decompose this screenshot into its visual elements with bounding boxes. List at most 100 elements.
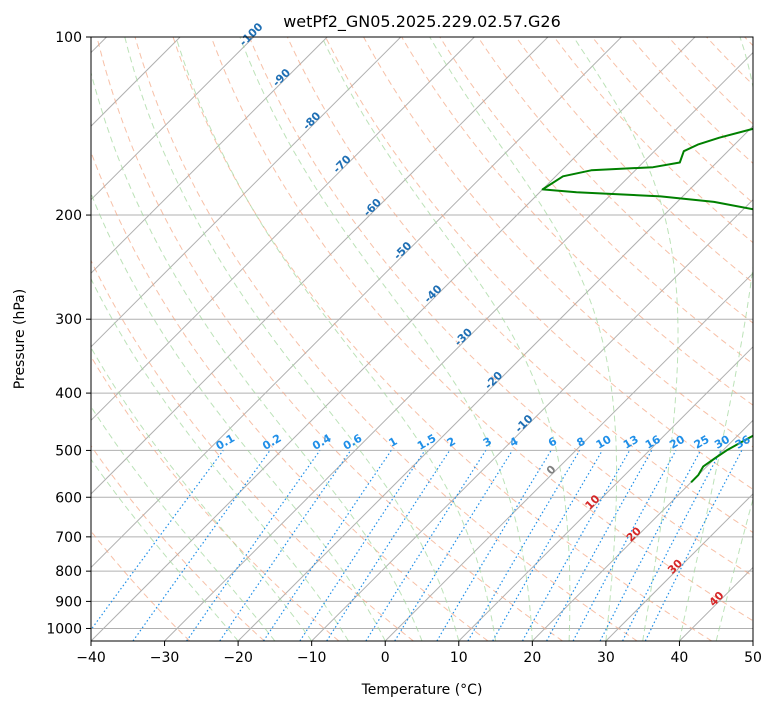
- mixing-ratio-label: 0.6: [341, 432, 365, 453]
- chart-grid: [91, 37, 753, 641]
- x-axis: −40 −30 −20 −10 0 10 20 30 40 50: [76, 641, 762, 666]
- dry-adiabat-line: [172, 37, 713, 641]
- mixing-ratio-label: 13: [621, 433, 641, 452]
- moist-adiabat-line: [124, 37, 460, 641]
- mixing-ratio-line: [299, 450, 426, 641]
- y-tick-label: 300: [55, 312, 82, 328]
- y-tick-label: 800: [55, 564, 82, 580]
- mixing-ratio-label: 10: [594, 433, 614, 452]
- chart-series-layer: [541, 37, 775, 484]
- dry-adiabat-line: [706, 37, 753, 86]
- mixing-ratio-label: 2: [445, 435, 458, 450]
- isotherm-line: [91, 37, 475, 422]
- isotherm-line: [91, 37, 549, 495]
- dry-adiabat-line: [91, 530, 191, 641]
- y-axis-label: Pressure (hPa): [12, 289, 28, 389]
- x-tick-label: −40: [76, 650, 106, 666]
- y-tick-label: 700: [55, 530, 82, 546]
- dry-adiabat-label: 30: [665, 556, 685, 576]
- moist-adiabat-label: -90: [270, 66, 293, 89]
- mixing-ratio-line: [91, 450, 224, 631]
- moist-adiabat-line: [91, 277, 349, 641]
- dry-adiabat-line: [553, 37, 753, 244]
- mixing-ratio-label: 1.5: [415, 432, 438, 453]
- plot-frame: [90, 36, 754, 642]
- mixing-ratio-label: 20: [667, 433, 687, 452]
- x-tick-label: 0: [381, 650, 390, 666]
- y-tick-label: 200: [55, 208, 82, 224]
- isotherm-line: [458, 346, 753, 641]
- moist-adiabat-line: [239, 37, 533, 641]
- moist-adiabat-line: [91, 192, 386, 641]
- dry-adiabat-line: [325, 37, 753, 490]
- moist-adiabat-line: [91, 346, 313, 641]
- isotherm-line: [237, 125, 753, 641]
- mixing-ratio-line: [521, 450, 631, 641]
- mixing-ratio-line: [262, 450, 392, 641]
- isotherm-line: [91, 37, 255, 201]
- dry-adiabat-line: [248, 37, 753, 577]
- moist-adiabat-line: [321, 37, 571, 641]
- mixing-ratio-line: [436, 450, 552, 641]
- isotherm-line: [91, 37, 622, 569]
- y-axis: 1000 900 800 700 600 500 400 300 200 100: [46, 30, 91, 637]
- mixing-ratio-label: 0.1: [214, 432, 237, 453]
- moist-adiabat-line: [573, 37, 679, 641]
- isotherm-line: [531, 419, 753, 641]
- reference-line-labels: 0.1 0.2 0.4 0.6 1 1.5 2 3 4 6 8 10 13 16 20 25 30 36-100-…: [214, 20, 753, 609]
- mixing-ratio-line: [546, 450, 653, 641]
- isotherm-line: [91, 37, 402, 348]
- dry-adiabat-line: [91, 444, 265, 641]
- moist-adiabat-line: [91, 70, 423, 641]
- x-axis-label: Temperature (°C): [361, 682, 483, 698]
- mixing-ratio-line: [572, 450, 677, 641]
- dry-adiabat-label: 40: [707, 589, 727, 609]
- mixing-ratio-line: [599, 450, 702, 641]
- isotherm-line: [164, 51, 753, 641]
- x-tick-label: −10: [297, 650, 327, 666]
- moist-adiabat-label: -60: [361, 196, 384, 219]
- mixing-ratio-label: 0.4: [310, 432, 334, 453]
- isotherm-line: [384, 272, 753, 641]
- dry-adiabat-line: [96, 37, 563, 641]
- dry-adiabat-label: 10: [583, 492, 603, 512]
- y-tick-label: 1000: [46, 621, 82, 637]
- mixing-ratio-line: [467, 450, 581, 641]
- mixing-ratio-label: 0.2: [260, 432, 283, 453]
- moist-adiabat-line: [91, 405, 276, 641]
- y-tick-label: 600: [55, 490, 82, 506]
- x-tick-label: 30: [597, 650, 615, 666]
- dry-adiabat-line: [91, 259, 414, 641]
- mixing-ratio-label: 16: [643, 433, 663, 452]
- dry-adiabat-line: [668, 37, 753, 125]
- moist-adiabat-line: [429, 37, 618, 641]
- dry-adiabat-line: [134, 37, 638, 641]
- x-tick-label: 10: [450, 650, 468, 666]
- temperature-profile-line: [756, 37, 775, 482]
- moist-adiabat-label: -80: [300, 109, 323, 132]
- dry-adiabat-line: [515, 37, 753, 284]
- x-tick-label: −20: [223, 650, 253, 666]
- y-tick-label: 400: [55, 386, 82, 402]
- isotherm-line: [91, 37, 696, 641]
- moist-adiabat-label: -100: [237, 20, 266, 49]
- mixing-ratio-line: [186, 450, 321, 641]
- dry-adiabat-line: [91, 150, 489, 641]
- moist-adiabat-label: -20: [482, 369, 505, 392]
- mixing-ratio-line: [219, 450, 352, 641]
- moist-adiabat-label: -70: [331, 152, 354, 175]
- dry-adiabat-line: [91, 355, 340, 641]
- mixing-ratio-line: [132, 450, 271, 641]
- x-tick-label: 20: [523, 650, 541, 666]
- mixing-ratio-line: [394, 450, 513, 641]
- x-tick-label: 40: [671, 650, 689, 666]
- moist-adiabat-label: -10: [512, 412, 535, 435]
- isotherm-line: [91, 37, 328, 274]
- dry-adiabat-label: 20: [624, 524, 644, 544]
- y-tick-label: 100: [55, 30, 82, 46]
- mixing-ratio-label: 1: [386, 435, 399, 450]
- y-tick-label: 500: [55, 443, 82, 459]
- dewpoint-profile-line: [541, 127, 753, 484]
- mixing-ratio-label: 3: [481, 435, 494, 450]
